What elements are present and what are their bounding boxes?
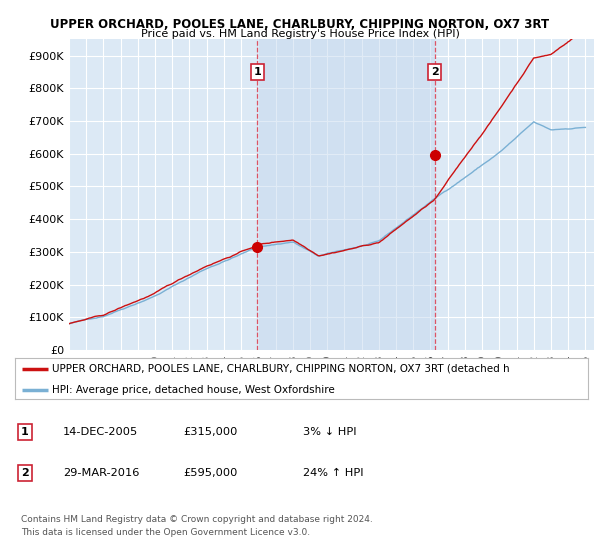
Text: 1: 1 — [21, 427, 29, 437]
Text: Price paid vs. HM Land Registry's House Price Index (HPI): Price paid vs. HM Land Registry's House … — [140, 29, 460, 39]
Text: 14-DEC-2005: 14-DEC-2005 — [63, 427, 138, 437]
Text: Contains HM Land Registry data © Crown copyright and database right 2024.
This d: Contains HM Land Registry data © Crown c… — [21, 515, 373, 536]
Text: 1: 1 — [254, 67, 262, 77]
Text: £595,000: £595,000 — [183, 468, 238, 478]
Text: UPPER ORCHARD, POOLES LANE, CHARLBURY, CHIPPING NORTON, OX7 3RT (detached h: UPPER ORCHARD, POOLES LANE, CHARLBURY, C… — [52, 364, 510, 374]
Text: £315,000: £315,000 — [183, 427, 238, 437]
Text: 2: 2 — [21, 468, 29, 478]
Text: 24% ↑ HPI: 24% ↑ HPI — [303, 468, 364, 478]
Text: UPPER ORCHARD, POOLES LANE, CHARLBURY, CHIPPING NORTON, OX7 3RT: UPPER ORCHARD, POOLES LANE, CHARLBURY, C… — [50, 18, 550, 31]
Text: 3% ↓ HPI: 3% ↓ HPI — [303, 427, 356, 437]
Bar — [257, 39, 435, 350]
Text: 2: 2 — [431, 67, 439, 77]
Text: 29-MAR-2016: 29-MAR-2016 — [63, 468, 139, 478]
Text: HPI: Average price, detached house, West Oxfordshire: HPI: Average price, detached house, West… — [52, 385, 335, 395]
